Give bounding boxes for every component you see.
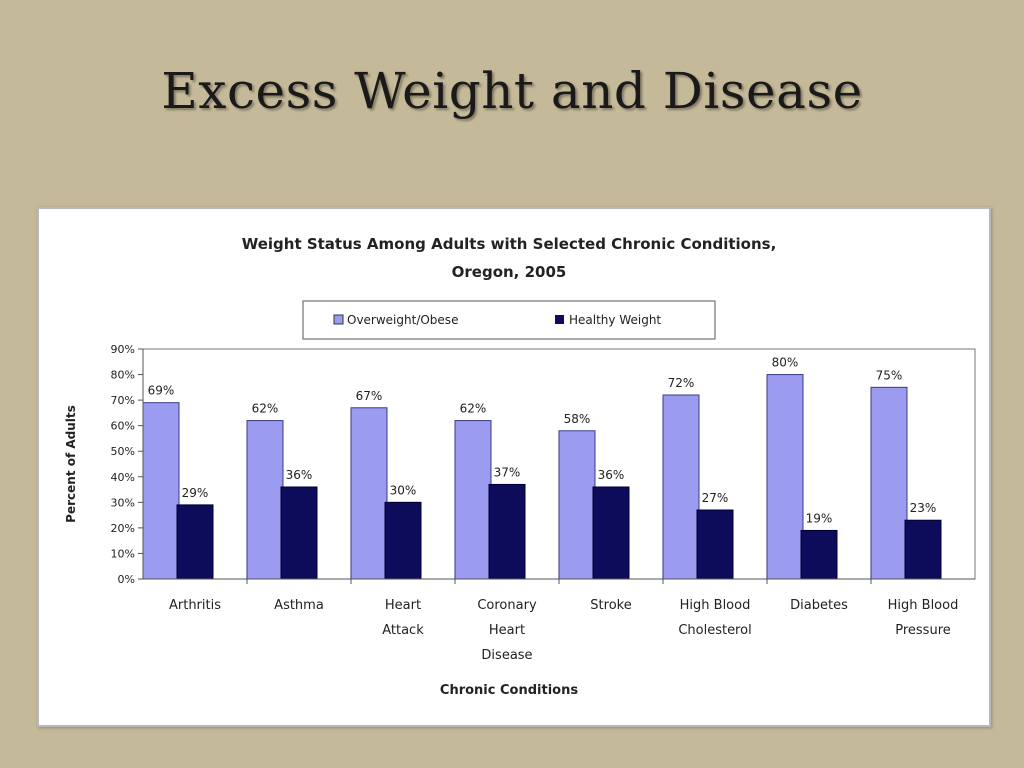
data-label-overweight: 69%	[148, 384, 175, 398]
bar-overweight	[558, 430, 596, 580]
bar-healthy	[800, 529, 838, 580]
y-tick-label: 20%	[111, 522, 135, 535]
legend-swatch-healthy	[555, 315, 564, 324]
x-category-label: Pressure	[895, 623, 951, 638]
x-category-label: Cholesterol	[678, 623, 751, 638]
bar-healthy	[280, 486, 318, 580]
data-label-overweight: 80%	[772, 356, 799, 370]
data-label-overweight: 58%	[564, 412, 591, 426]
bar-healthy	[904, 519, 942, 580]
x-category-label: Diabetes	[790, 598, 848, 613]
data-label-overweight: 67%	[356, 389, 383, 403]
x-category-label: High Blood	[680, 598, 751, 613]
y-tick-label: 80%	[111, 369, 135, 382]
data-label-healthy: 19%	[806, 511, 833, 525]
bar-overweight	[142, 402, 180, 580]
slide-title: Excess Weight and Disease	[161, 62, 863, 120]
y-tick-label: 40%	[111, 471, 135, 484]
x-category-label: Coronary	[477, 598, 537, 613]
data-label-healthy: 36%	[598, 468, 625, 482]
bar-healthy	[488, 483, 526, 580]
data-label-healthy: 29%	[182, 486, 209, 500]
legend-box	[302, 300, 716, 340]
bar-healthy	[176, 504, 214, 580]
y-tick-label: 30%	[111, 496, 135, 509]
x-category-label: High Blood	[888, 598, 959, 613]
x-category-label: Heart	[489, 623, 525, 638]
x-category-label: Asthma	[274, 598, 324, 613]
y-tick-label: 50%	[111, 445, 135, 458]
data-label-healthy: 30%	[390, 483, 417, 497]
bar-overweight	[454, 420, 492, 580]
chart-frame: Weight Status Among Adults with Selected…	[37, 207, 991, 727]
x-category-label: Arthritis	[169, 598, 221, 613]
bar-overweight	[662, 394, 700, 580]
data-label-overweight: 62%	[252, 402, 279, 416]
y-tick-label: 90%	[111, 343, 135, 356]
bar-overweight	[766, 374, 804, 580]
legend-swatch-overweight	[333, 314, 344, 325]
y-tick-label: 10%	[111, 547, 135, 560]
data-label-overweight: 72%	[668, 376, 695, 390]
chart-subtitle: Oregon, 2005	[452, 263, 567, 281]
data-label-healthy: 23%	[910, 501, 937, 515]
data-label-overweight: 75%	[876, 368, 903, 382]
bar-overweight	[350, 407, 388, 580]
x-axis-title: Chronic Conditions	[440, 683, 578, 698]
data-label-healthy: 37%	[494, 465, 521, 479]
data-label-healthy: 27%	[702, 491, 729, 505]
chart-title: Weight Status Among Adults with Selected…	[242, 235, 777, 253]
y-axis-title: Percent of Adults	[64, 405, 78, 523]
y-tick-label: 0%	[118, 573, 135, 586]
bar-healthy	[696, 509, 734, 580]
legend-label-healthy: Healthy Weight	[569, 313, 661, 327]
x-category-label: Attack	[382, 623, 424, 638]
legend-label-overweight: Overweight/Obese	[347, 313, 458, 327]
bar-chart: Weight Status Among Adults with Selected…	[64, 235, 976, 698]
x-category-label: Heart	[385, 598, 421, 613]
bar-overweight	[870, 386, 908, 580]
y-tick-label: 70%	[111, 394, 135, 407]
x-category-label: Disease	[481, 648, 532, 663]
x-category-label: Stroke	[590, 598, 631, 613]
bar-overweight	[246, 420, 284, 580]
data-label-healthy: 36%	[286, 468, 313, 482]
bar-healthy	[592, 486, 630, 580]
bar-healthy	[384, 501, 422, 580]
data-label-overweight: 62%	[460, 402, 487, 416]
y-tick-label: 60%	[111, 420, 135, 433]
